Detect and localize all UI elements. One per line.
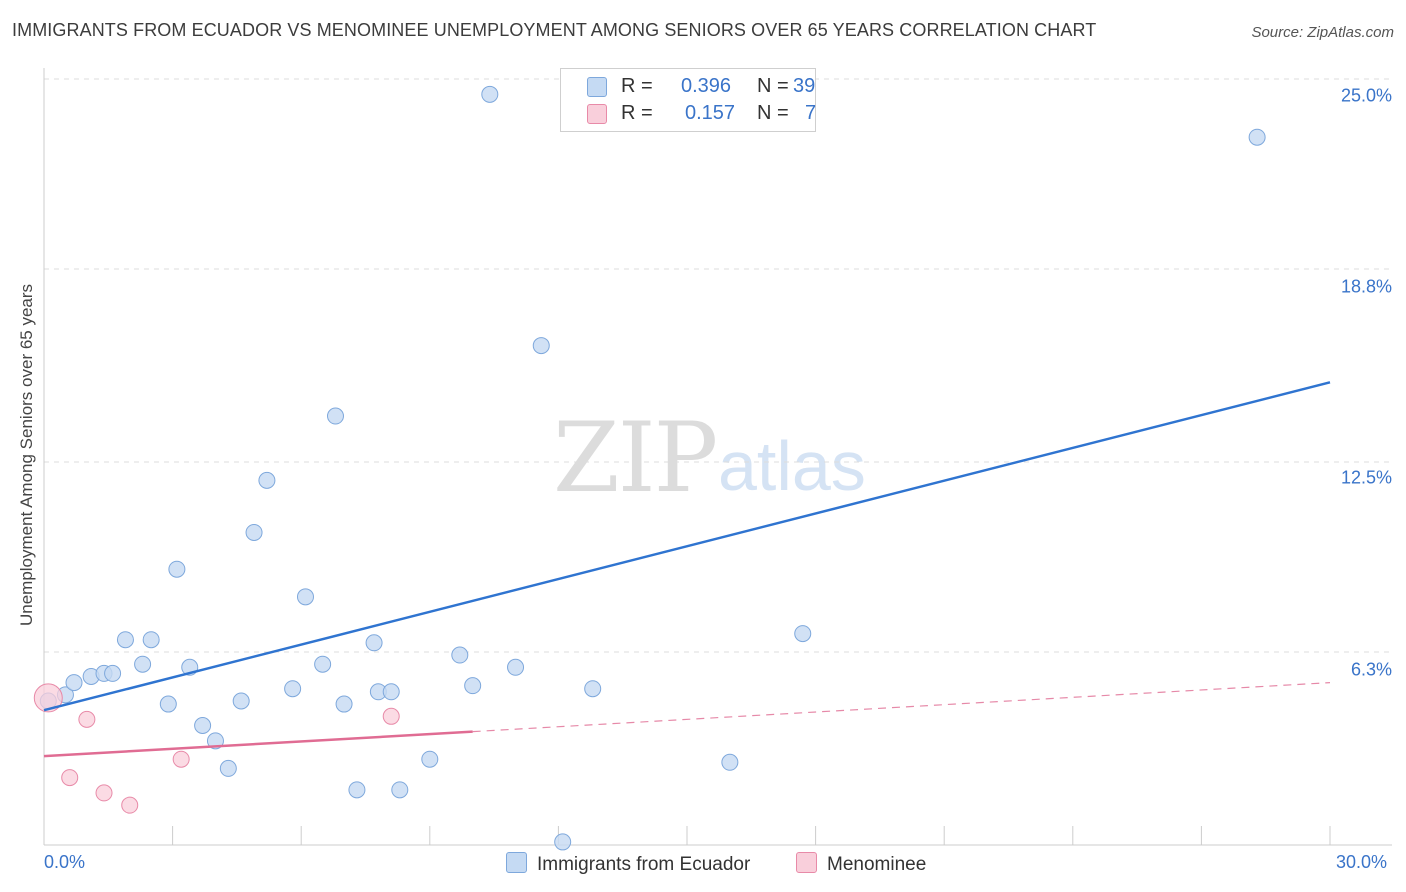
watermark-zip: ZIP [553, 402, 718, 514]
legend-label: Menominee [827, 854, 927, 875]
ecuador-point [464, 677, 482, 695]
ecuador-trend-line [43, 381, 1331, 712]
legend-swatch-pink [587, 104, 607, 124]
menominee-point [172, 750, 190, 768]
ecuador-point [554, 833, 572, 851]
ecuador-point [104, 664, 122, 682]
legend-r-label: R = [621, 102, 653, 124]
legend-swatch-pink [796, 852, 817, 873]
menominee-point [78, 710, 96, 728]
ecuador-point [65, 674, 83, 692]
ecuador-point [507, 658, 525, 676]
y-axis-label: Unemployment Among Seniors over 65 years [17, 283, 36, 627]
ecuador-point [335, 695, 353, 713]
ecuador-point [391, 781, 409, 799]
ecuador-point [245, 523, 263, 541]
ecuador-point [258, 471, 276, 489]
ecuador-point [159, 695, 177, 713]
ecuador-point [481, 85, 499, 103]
menominee-point [33, 683, 63, 713]
ecuador-point [794, 625, 812, 643]
menominee-trend-line [43, 730, 473, 758]
ecuador-point [314, 655, 332, 673]
menominee-point [121, 796, 139, 814]
legend-item-ecuador: Immigrants from Ecuador [506, 852, 750, 876]
x-tick-label: 30.0% [1336, 852, 1388, 872]
ecuador-point [1248, 128, 1266, 146]
correlation-legend: R = 0.396 N = 39 R = 0.157 N = 7 [560, 68, 816, 132]
ecuador-point [326, 407, 344, 425]
legend-n-label: N = [757, 75, 789, 97]
legend-n-value: 7 [805, 102, 817, 124]
legend-r-value: 0.157 [685, 102, 736, 124]
ecuador-point [451, 646, 469, 664]
ecuador-point [296, 588, 314, 606]
ecuador-point [421, 750, 439, 768]
ecuador-point [219, 759, 237, 777]
y-tick-label: 25.0% [1340, 85, 1392, 106]
legend-label: Immigrants from Ecuador [537, 854, 751, 875]
menominee-point [382, 707, 400, 725]
source-label: Source: ZipAtlas.com [1251, 24, 1394, 41]
y-tick-label: 6.3% [1350, 659, 1392, 680]
chart-title: IMMIGRANTS FROM ECUADOR VS MENOMINEE UNE… [12, 20, 1097, 40]
y-tick-label: 12.5% [1340, 467, 1392, 488]
ecuador-point [116, 631, 134, 649]
ecuador-point [584, 680, 602, 698]
legend-swatch-blue [587, 77, 607, 97]
watermark-atlas: atlas [718, 427, 866, 505]
ecuador-point [721, 753, 739, 771]
legend-r-label: R = [621, 75, 653, 97]
ecuador-point [532, 337, 550, 355]
ecuador-point [194, 717, 212, 735]
menominee-point [95, 784, 113, 802]
ecuador-point [365, 634, 383, 652]
x-tick-label: 0.0% [44, 852, 86, 872]
legend-swatch-blue [506, 852, 527, 873]
ecuador-point [142, 631, 160, 649]
legend-n-label: N = [757, 102, 789, 124]
menominee-trend-extension [472, 682, 1331, 733]
legend-n-value: 39 [793, 75, 816, 97]
ecuador-point [382, 683, 400, 701]
ecuador-point [206, 732, 224, 750]
menominee-point [61, 769, 79, 787]
y-tick-label: 18.8% [1340, 276, 1392, 297]
legend-item-menominee: Menominee [796, 852, 926, 876]
legend-r-value: 0.396 [681, 75, 732, 97]
ecuador-point [284, 680, 302, 698]
ecuador-point [348, 781, 366, 799]
ecuador-point [134, 655, 152, 673]
ecuador-point [168, 560, 186, 578]
ecuador-point [232, 692, 250, 710]
